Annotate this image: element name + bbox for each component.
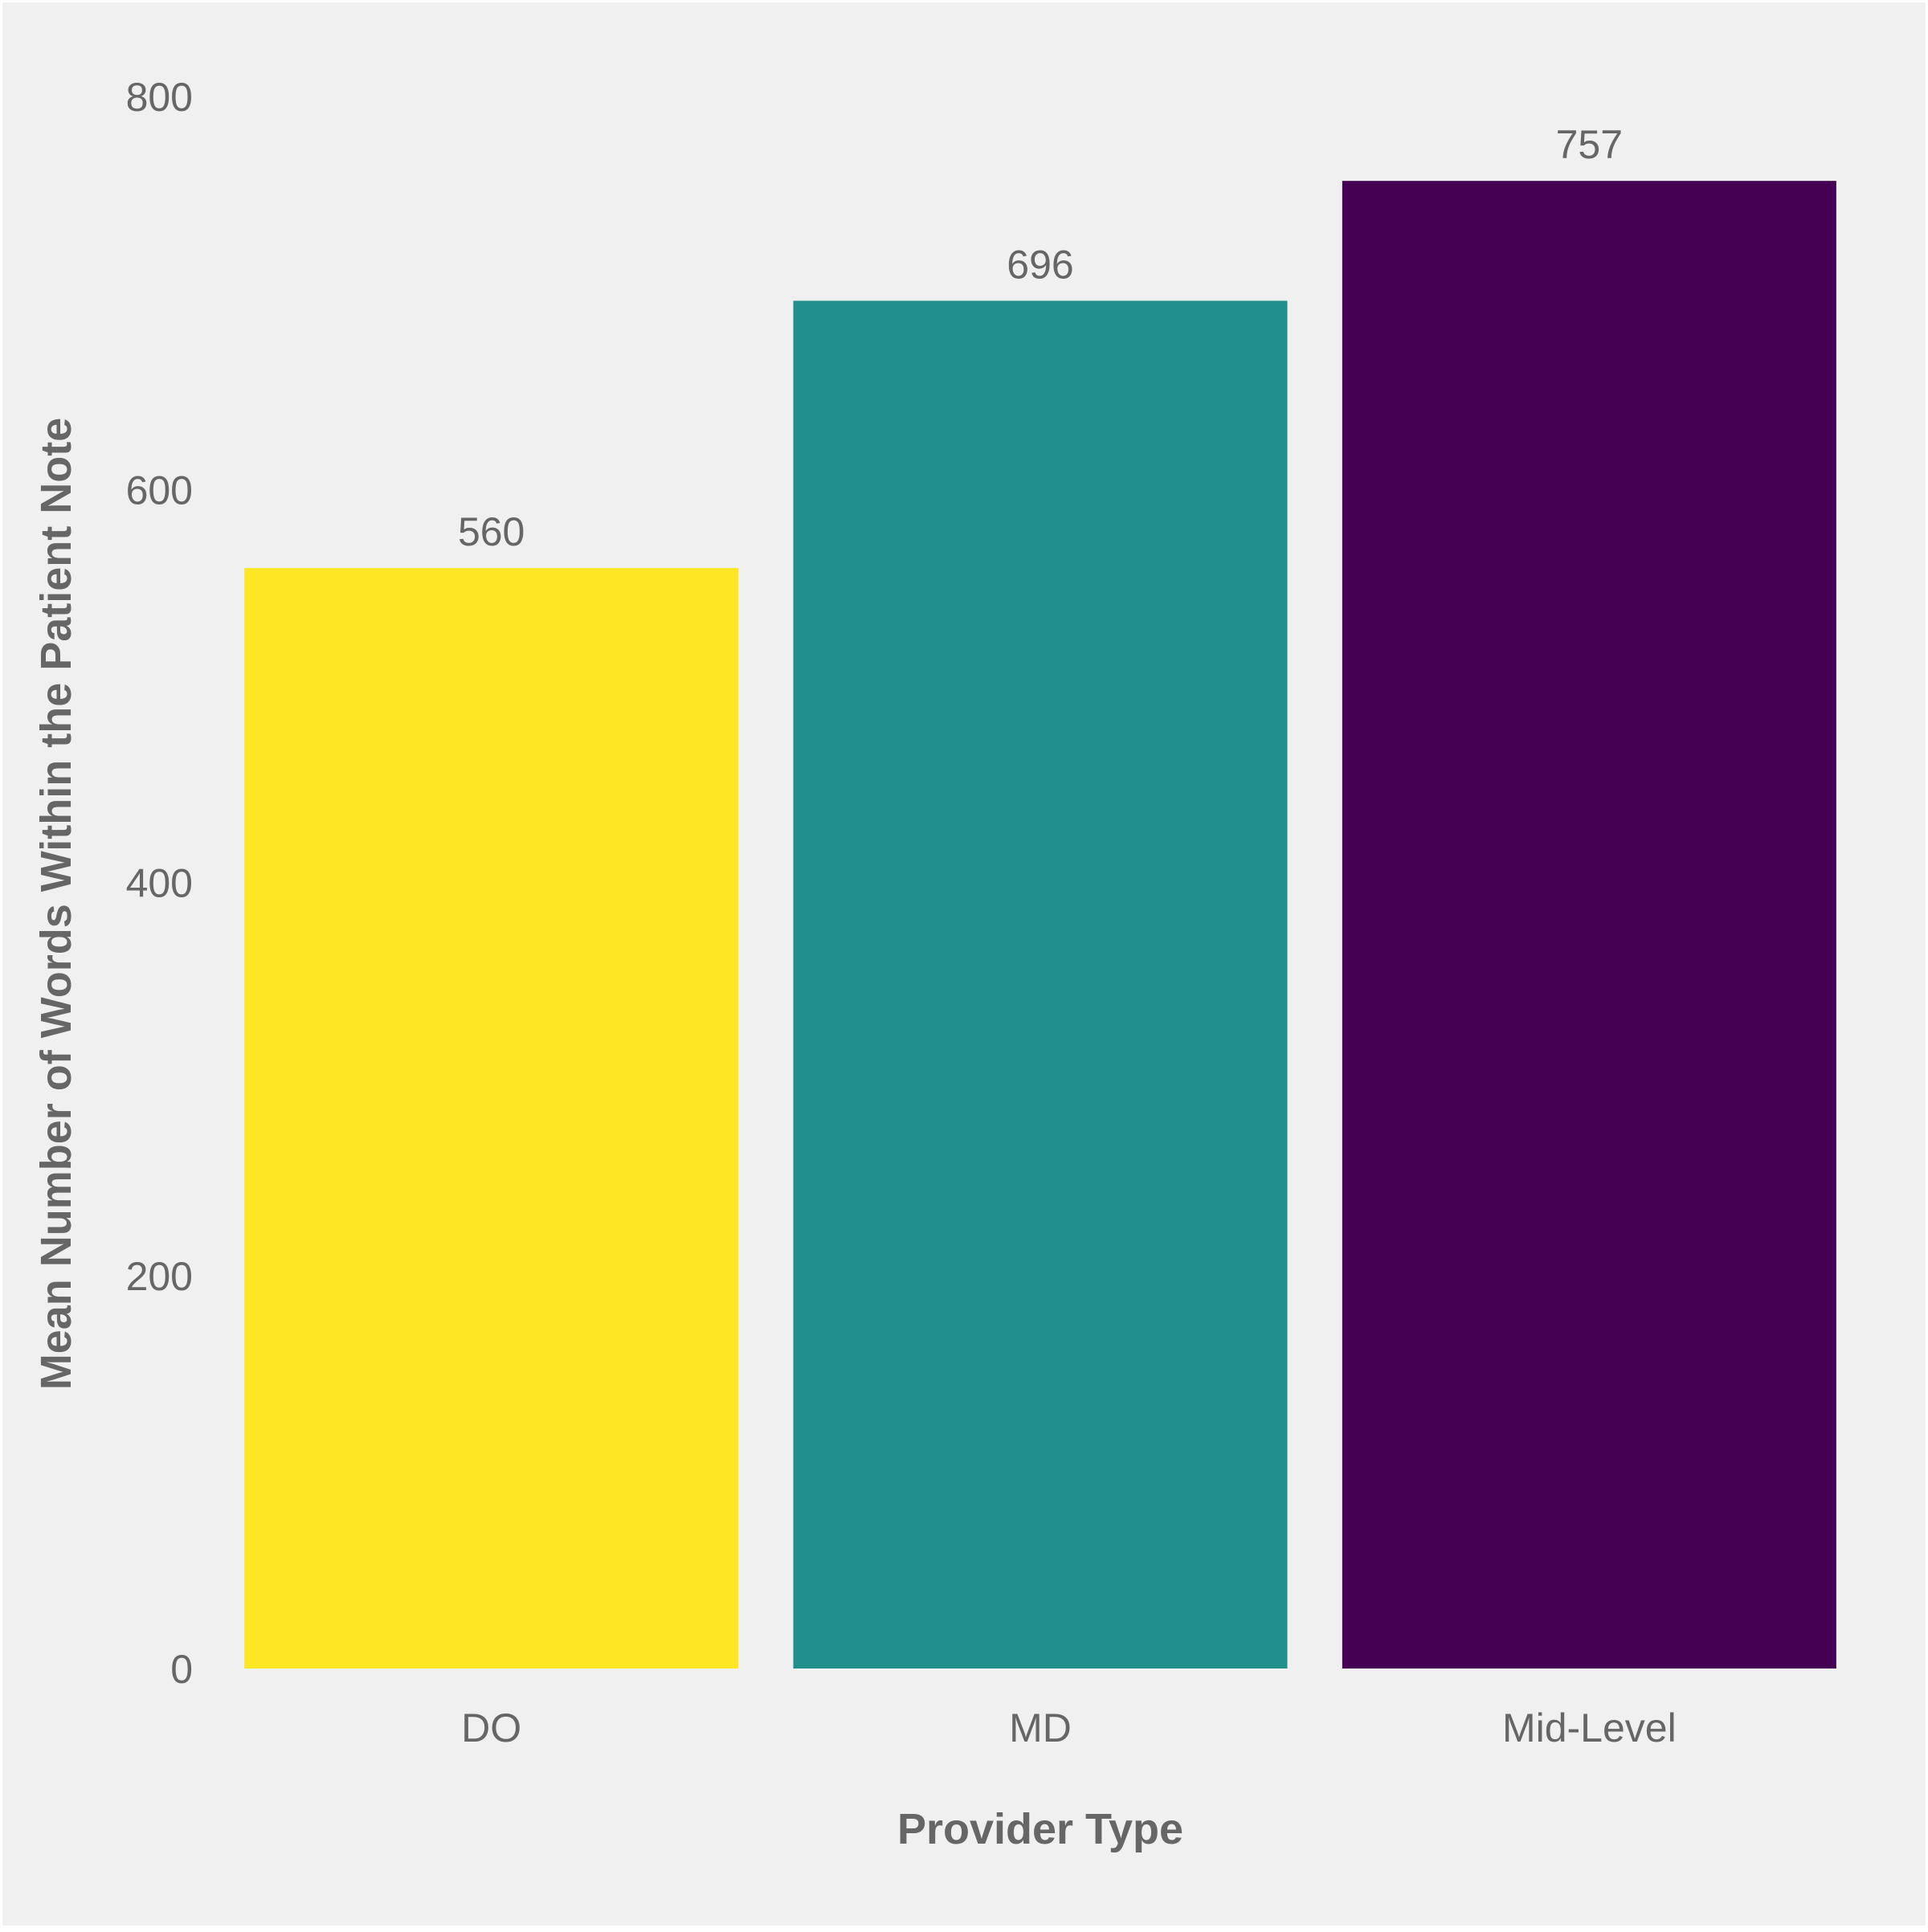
- x-axis-ticks: DO MD Mid-Level: [461, 1705, 1677, 1750]
- x-tick-label: Mid-Level: [1502, 1705, 1677, 1750]
- x-axis-title: Provider Type: [897, 1805, 1183, 1853]
- bar-value-label: 757: [1556, 122, 1623, 167]
- y-axis-ticks: 0 200 400 600 800: [126, 75, 193, 1692]
- y-tick-label: 600: [126, 468, 193, 513]
- bar-value-label: 696: [1007, 242, 1073, 287]
- value-labels: 560 696 757: [458, 122, 1623, 554]
- y-tick-label: 0: [170, 1647, 193, 1692]
- y-tick-label: 200: [126, 1254, 193, 1299]
- bar-value-label: 560: [458, 509, 525, 554]
- x-tick-label: DO: [461, 1705, 521, 1750]
- bar-md: [793, 300, 1288, 1669]
- bars: [244, 181, 1836, 1669]
- y-axis-title: Mean Number of Words Within the Patient …: [32, 418, 80, 1391]
- bar-mid-level: [1342, 181, 1836, 1669]
- x-tick-label: MD: [1009, 1705, 1072, 1750]
- y-tick-label: 800: [126, 75, 193, 120]
- bar-do: [244, 568, 739, 1669]
- y-tick-label: 400: [126, 861, 193, 906]
